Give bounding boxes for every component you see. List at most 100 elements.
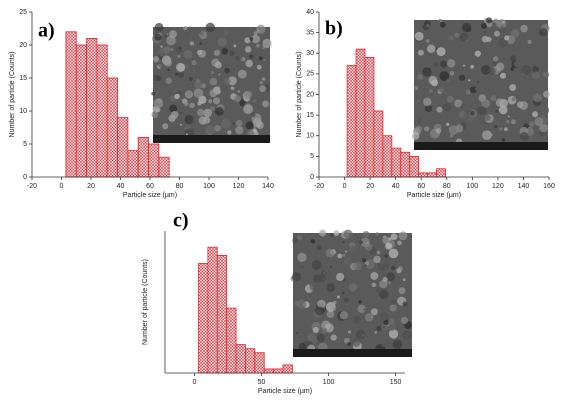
sem-texture xyxy=(375,232,379,236)
sem-texture xyxy=(371,282,377,288)
y-tick-label: 10 xyxy=(306,133,314,140)
sem-texture xyxy=(509,55,517,62)
sem-texture xyxy=(533,93,542,103)
sem-texture xyxy=(398,287,406,295)
bar xyxy=(158,156,170,178)
sem-texture xyxy=(203,108,212,118)
sem-texture xyxy=(504,35,510,41)
sem-texture xyxy=(259,80,263,85)
sem-texture xyxy=(359,240,363,245)
sem-texture xyxy=(397,240,402,246)
sem-texture xyxy=(425,23,430,28)
sem-texture xyxy=(184,90,193,99)
sem-texture xyxy=(411,132,420,140)
sem-texture xyxy=(424,104,433,113)
sem-texture xyxy=(213,49,221,56)
sem-texture xyxy=(439,19,443,22)
sem-texture xyxy=(453,20,460,27)
sem-texture xyxy=(209,77,218,86)
sem-texture xyxy=(495,62,505,71)
sem-texture xyxy=(300,264,305,269)
sem-texture xyxy=(440,96,444,100)
bar xyxy=(86,38,98,178)
bar xyxy=(373,110,384,178)
bar xyxy=(364,56,375,178)
sem-texture xyxy=(446,59,456,68)
sem-texture xyxy=(490,95,497,102)
sem-texture xyxy=(353,261,363,271)
sem-texture xyxy=(261,77,266,81)
sem-texture xyxy=(414,85,419,91)
sem-texture xyxy=(330,334,337,341)
sem-texture xyxy=(221,47,229,55)
sem-texture xyxy=(173,88,177,93)
sem-texture xyxy=(200,83,206,89)
sem-texture xyxy=(164,35,167,38)
sem-texture xyxy=(353,315,362,324)
sem-texture xyxy=(227,76,237,86)
sem-texture xyxy=(175,62,186,72)
sem-texture xyxy=(175,46,183,53)
sem-texture xyxy=(382,276,388,282)
x-tick-label: 100 xyxy=(323,379,335,386)
sem-texture xyxy=(509,78,512,81)
sem-texture xyxy=(256,64,262,70)
sem-texture xyxy=(388,281,391,284)
sem-texture xyxy=(513,60,521,68)
sem-texture xyxy=(196,108,205,117)
sem-texture xyxy=(446,78,450,83)
sem-texture xyxy=(405,273,409,277)
sem-texture xyxy=(459,32,469,42)
sem-texture xyxy=(343,257,352,266)
sem-texture xyxy=(311,260,322,270)
sem-texture xyxy=(208,99,213,104)
x-axis-label: Particle size (µm) xyxy=(123,192,177,199)
sem-texture xyxy=(169,104,178,113)
sem-texture xyxy=(446,122,450,126)
sem-texture xyxy=(229,50,235,57)
sem-info-bar xyxy=(153,135,270,143)
sem-texture xyxy=(174,72,179,77)
panel-label: b) xyxy=(325,18,343,40)
sem-texture xyxy=(174,93,180,100)
y-axis-label: Number of particle (Counts) xyxy=(9,52,16,138)
sem-texture xyxy=(169,30,177,38)
sem-texture xyxy=(214,61,222,69)
bar xyxy=(263,368,275,374)
sem-texture xyxy=(543,90,550,98)
sem-texture xyxy=(361,258,366,263)
sem-texture xyxy=(435,128,442,134)
sem-texture xyxy=(224,67,231,74)
sem-texture xyxy=(539,105,550,115)
sem-texture xyxy=(191,60,197,66)
sem-texture xyxy=(336,272,345,282)
sem-texture xyxy=(423,97,432,107)
sem-texture xyxy=(188,77,193,81)
bar xyxy=(355,48,366,178)
sem-texture xyxy=(494,125,498,129)
x-tick-label: 160 xyxy=(543,183,555,190)
sem-texture xyxy=(510,29,520,38)
sem-texture xyxy=(449,133,454,138)
sem-images xyxy=(151,17,550,357)
sem-texture xyxy=(402,330,412,340)
sem-texture xyxy=(382,326,386,329)
sem-texture xyxy=(500,72,507,79)
sem-texture xyxy=(384,254,388,258)
sem-texture xyxy=(398,266,403,271)
sem-info-bar xyxy=(293,349,412,357)
sem-texture xyxy=(233,95,241,103)
sem-texture xyxy=(192,68,196,72)
sem-texture xyxy=(402,278,406,282)
x-tick-label: 60 xyxy=(417,183,425,190)
sem-texture xyxy=(362,230,370,238)
sem-texture xyxy=(442,103,451,112)
sem-texture xyxy=(398,231,408,241)
sem-texture xyxy=(317,299,326,309)
x-tick-label: 120 xyxy=(233,183,245,190)
sem-texture xyxy=(366,297,375,307)
y-tick-label: 30 xyxy=(306,50,314,57)
sem-texture xyxy=(251,112,256,118)
sem-texture xyxy=(527,39,532,45)
sem-texture xyxy=(209,106,215,112)
